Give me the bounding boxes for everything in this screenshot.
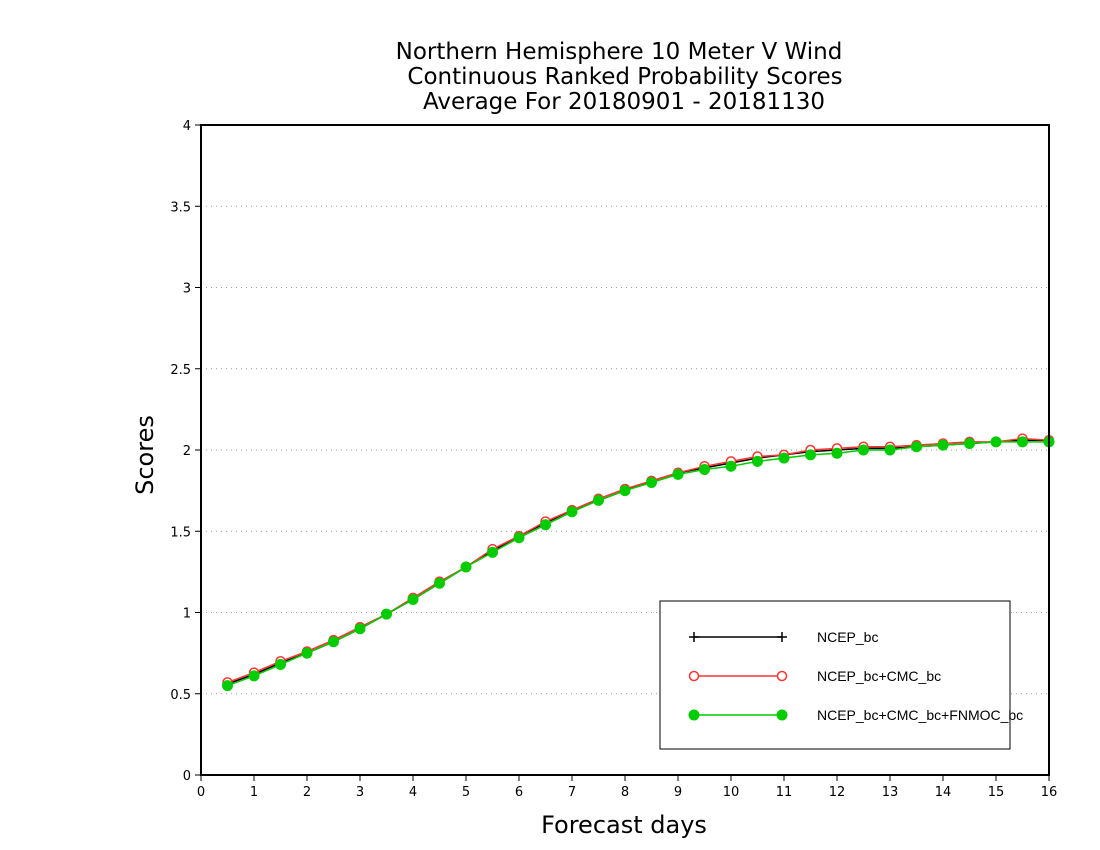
data-point bbox=[1017, 436, 1028, 448]
title-line-3: Average For 20180901 - 20181130 bbox=[423, 89, 825, 115]
legend-marker bbox=[776, 670, 788, 682]
data-point bbox=[513, 532, 525, 544]
y-tick-label: 3 bbox=[183, 282, 191, 297]
x-tick-label: 6 bbox=[515, 785, 523, 800]
legend-label: NCEP_bc+CMC_bc+FNMOC_bc bbox=[817, 707, 1023, 723]
x-tick-label: 7 bbox=[568, 785, 576, 800]
x-tick-label: 13 bbox=[882, 785, 899, 800]
x-tick-label: 11 bbox=[776, 785, 793, 800]
x-tick-label: 14 bbox=[935, 785, 952, 800]
data-point bbox=[831, 447, 843, 459]
data-point bbox=[222, 680, 233, 692]
data-point bbox=[805, 449, 816, 461]
x-tick-label: 12 bbox=[829, 785, 846, 800]
data-point bbox=[381, 608, 392, 620]
y-tick-label: 1 bbox=[183, 607, 191, 622]
y-tick-label: 4 bbox=[183, 119, 191, 134]
x-tick-label: 3 bbox=[356, 785, 364, 800]
data-point bbox=[354, 623, 366, 635]
data-point bbox=[884, 444, 896, 456]
data-point bbox=[619, 485, 631, 497]
data-point bbox=[275, 659, 286, 670]
series-3 bbox=[222, 436, 1055, 692]
x-tick-label: 4 bbox=[409, 785, 417, 800]
y-tick-label: 0.5 bbox=[170, 688, 191, 703]
legend-marker bbox=[688, 670, 700, 682]
title-line-2: Continuous Ranked Probability Scores bbox=[407, 64, 842, 90]
legend-item: NCEP_bc+CMC_bc+FNMOC_bc bbox=[688, 707, 1023, 723]
data-point bbox=[911, 441, 922, 453]
data-point bbox=[540, 519, 551, 531]
y-tick-label: 3.5 bbox=[170, 200, 191, 215]
x-tick-label: 10 bbox=[723, 785, 740, 800]
legend-label: NCEP_bc bbox=[817, 629, 878, 645]
data-point bbox=[672, 468, 684, 480]
data-point bbox=[407, 594, 419, 605]
y-tick-label: 0 bbox=[183, 769, 191, 784]
x-tick-label: 2 bbox=[303, 785, 311, 800]
data-point bbox=[699, 464, 710, 475]
data-point bbox=[328, 636, 339, 648]
data-point bbox=[301, 647, 313, 659]
data-point bbox=[646, 477, 657, 488]
data-point bbox=[752, 455, 763, 467]
y-tick-label: 2.5 bbox=[170, 363, 191, 378]
legend-marker bbox=[776, 709, 788, 721]
data-point bbox=[460, 561, 472, 573]
plot-frame bbox=[200, 124, 1050, 776]
legend-marker bbox=[689, 632, 699, 642]
title-line-1: Northern Hemisphere 10 Meter V Wind bbox=[396, 39, 843, 65]
data-point bbox=[725, 460, 737, 472]
legend-item: NCEP_bc+CMC_bc bbox=[688, 668, 941, 684]
data-point bbox=[964, 438, 975, 449]
data-point bbox=[858, 444, 869, 456]
x-tick-label: 15 bbox=[988, 785, 1005, 800]
legend-label: NCEP_bc+CMC_bc bbox=[817, 668, 941, 684]
data-point bbox=[778, 452, 790, 464]
data-point bbox=[434, 577, 445, 589]
legend-marker bbox=[777, 632, 787, 642]
data-point bbox=[487, 546, 498, 558]
y-axis-label: Scores bbox=[131, 415, 159, 495]
x-tick-label: 5 bbox=[462, 785, 470, 800]
y-tick-label: 1.5 bbox=[170, 525, 191, 540]
chart-title: Northern Hemisphere 10 Meter V Wind Cont… bbox=[396, 39, 843, 115]
data-point bbox=[593, 494, 604, 506]
legend-marker bbox=[688, 709, 700, 721]
x-tick-label: 0 bbox=[197, 785, 205, 800]
data-point bbox=[990, 436, 1002, 448]
x-tick-label: 8 bbox=[621, 785, 629, 800]
legend: NCEP_bc NCEP_bc+CMC_bc NCEP_bc+CMC_bc+FNMO… bbox=[659, 600, 1023, 750]
x-tick-label: 1 bbox=[250, 785, 258, 800]
series-layer bbox=[222, 433, 1055, 692]
data-point bbox=[566, 506, 578, 518]
x-axis-label: Forecast days bbox=[541, 811, 707, 839]
legend-box bbox=[659, 600, 1011, 750]
data-point bbox=[937, 439, 949, 451]
y-tick-label: 2 bbox=[183, 444, 191, 459]
legend-item: NCEP_bc bbox=[689, 629, 878, 645]
x-tick-label: 16 bbox=[1041, 785, 1058, 800]
data-point bbox=[248, 670, 260, 682]
x-tick-label: 9 bbox=[674, 785, 682, 800]
